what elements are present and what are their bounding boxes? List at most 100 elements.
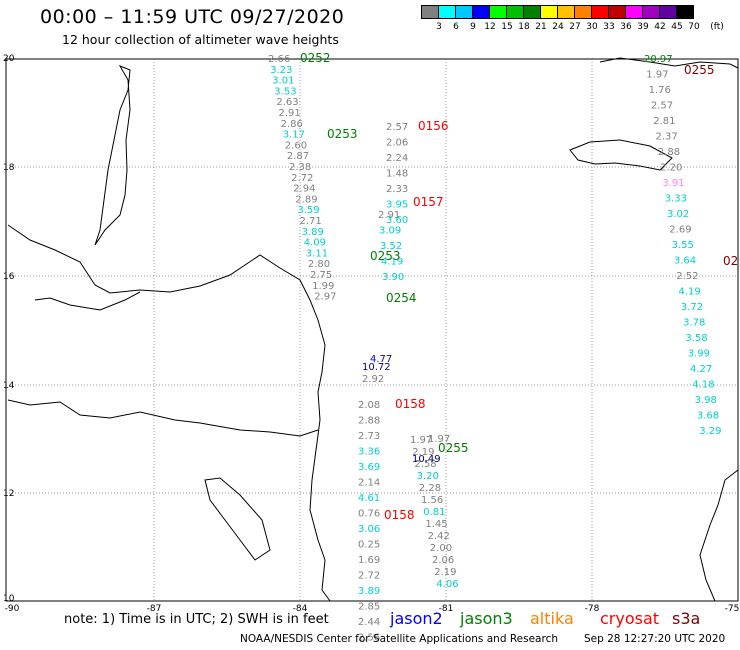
- wave-height-value: 4.19: [381, 257, 403, 268]
- wave-height-value: 3.53: [274, 86, 296, 97]
- footer-timestamp: Sep 28 12:27:20 UTC 2020: [584, 633, 726, 645]
- lat-label-18: 18: [3, 163, 15, 173]
- south-america-coast: [699, 469, 739, 602]
- wave-height-value: 2.94: [293, 184, 315, 195]
- satellite-legend-jason2: jason2: [390, 609, 443, 628]
- map-title: 00:00 – 11:59 UTC 09/27/2020: [40, 6, 345, 28]
- satellite-legend-altika: altika: [530, 609, 574, 628]
- cuba-coast: [94, 65, 131, 246]
- wave-height-value: 3.91: [662, 178, 684, 189]
- wave-height-value: 3.20: [417, 471, 439, 482]
- legend-label: (ft): [710, 22, 724, 32]
- wave-height-value: 3.29: [699, 426, 721, 437]
- wave-height-value: 2.71: [300, 216, 322, 227]
- legend-label: 24: [552, 22, 564, 32]
- yucatan-west-coast: [34, 291, 141, 311]
- satellite-legend-jason3: jason3: [460, 609, 513, 628]
- legend-label: 3: [436, 22, 442, 32]
- wave-height-value: 3.58: [685, 333, 707, 344]
- wave-height-value: 2.52: [676, 271, 698, 282]
- wave-height-value: 4.09: [304, 238, 326, 249]
- satellite-legend-s3a: s3a: [672, 609, 701, 628]
- wave-height-value: 2.72: [291, 173, 313, 184]
- wave-height-value: 3.09: [379, 226, 401, 237]
- track-id-label: 0253: [327, 127, 358, 141]
- lat-tick-labels: 20 18 16 14 12 10: [3, 54, 15, 604]
- lon-label-78: -78: [585, 604, 600, 614]
- wave-height-value: 2.86: [281, 119, 303, 130]
- wave-height-value: 2.56: [358, 633, 380, 644]
- wave-height-value: 3.72: [681, 302, 703, 313]
- wave-height-value: 2.88: [358, 416, 380, 427]
- wave-height-value: 3.68: [697, 411, 719, 422]
- lat-label-20: 20: [3, 54, 15, 64]
- track-id-label: 0255: [438, 441, 469, 455]
- map-annotation: 2.92: [362, 374, 384, 385]
- wave-height-value: 2.89: [295, 194, 317, 205]
- wave-height-value: 3.55: [672, 240, 694, 251]
- legend-swatch: [676, 5, 694, 19]
- footer-credit: NOAA/NESDIS Center for Satellite Applica…: [240, 633, 558, 645]
- wave-height-value: 2.60: [285, 140, 307, 151]
- lat-label-14: 14: [3, 381, 15, 391]
- wave-height-value: 3.89: [302, 227, 324, 238]
- legend-label: 12: [484, 22, 496, 32]
- wave-height-value: 2.24: [386, 153, 408, 164]
- map-subtitle: 12 hour collection of altimeter wave hei…: [62, 32, 339, 47]
- coastlines: [7, 57, 739, 602]
- wave-height-value: 2.44: [358, 617, 380, 628]
- wave-height-value: 3.89: [358, 586, 380, 597]
- wave-height-value: 2.88: [658, 147, 680, 158]
- wave-height-value: 2.00: [430, 543, 452, 554]
- color-legend-labels: 3 6 9 12 15 18 21 24 27 30 33 36 39 42 45 70 (ft): [422, 22, 740, 34]
- wave-height-value: 3.90: [382, 272, 404, 283]
- wave-height-value: 4.61: [358, 493, 380, 504]
- wave-height-value: 1.76: [649, 85, 671, 96]
- legend-label: 27: [569, 22, 581, 32]
- legend-label: 6: [453, 22, 459, 32]
- wave-height-value: 3.23: [270, 65, 292, 76]
- track-id-label: 0158: [384, 508, 415, 522]
- wave-height-value: 1.99: [312, 281, 334, 292]
- wave-height-value: 3.78: [683, 318, 705, 329]
- legend-label: 70: [688, 22, 700, 32]
- legend-label: 30: [586, 22, 598, 32]
- wave-height-value: 3.99: [688, 349, 710, 360]
- legend-label: 33: [603, 22, 615, 32]
- track-id-label: 0255: [684, 63, 715, 77]
- wave-height-value: 2.91: [378, 210, 400, 221]
- wave-height-value: 3.52: [380, 241, 402, 252]
- track-labels: 02522.663.233.013.532.632.912.863.172.60…: [268, 51, 738, 644]
- wave-height-value: 0.81: [423, 507, 445, 518]
- wave-height-value: 2.91: [279, 108, 301, 119]
- wave-height-value: 2.33: [386, 184, 408, 195]
- wave-height-value: 2.87: [287, 151, 309, 162]
- wave-height-value: 1.45: [425, 519, 447, 530]
- wave-height-value: 3.69: [358, 462, 380, 473]
- track-id-label: 0157: [413, 195, 444, 209]
- wave-height-value: 0.76: [358, 509, 380, 520]
- wave-height-value: 3.95: [386, 200, 408, 211]
- wave-height-value: 4.19: [679, 287, 701, 298]
- wave-height-value: 2.20: [660, 163, 682, 174]
- satellite-legend-cryosat: cryosat: [600, 609, 660, 628]
- wave-height-value: 2.57: [651, 101, 673, 112]
- wave-height-value: 1.56: [421, 495, 443, 506]
- wave-height-value: 3.11: [306, 248, 328, 259]
- wave-height-value: 3.06: [358, 524, 380, 535]
- wave-height-value: 3.33: [665, 194, 687, 205]
- lon-label-84: -84: [293, 604, 308, 614]
- wave-height-value: 4.18: [692, 380, 714, 391]
- wave-height-value: 2.75: [310, 270, 332, 281]
- wave-height-value: 2.28: [419, 483, 441, 494]
- wave-height-value: 3.64: [674, 256, 696, 267]
- map-annotation: 10.72: [362, 362, 391, 373]
- jamaica-coast: [569, 139, 673, 171]
- legend-label: 21: [535, 22, 547, 32]
- wave-height-value: 3.59: [297, 205, 319, 216]
- wave-height-value: 2.06: [432, 555, 454, 566]
- wave-height-value: 1.97: [410, 435, 432, 446]
- wave-height-value: 1.97: [646, 70, 668, 81]
- legend-label: 15: [501, 22, 513, 32]
